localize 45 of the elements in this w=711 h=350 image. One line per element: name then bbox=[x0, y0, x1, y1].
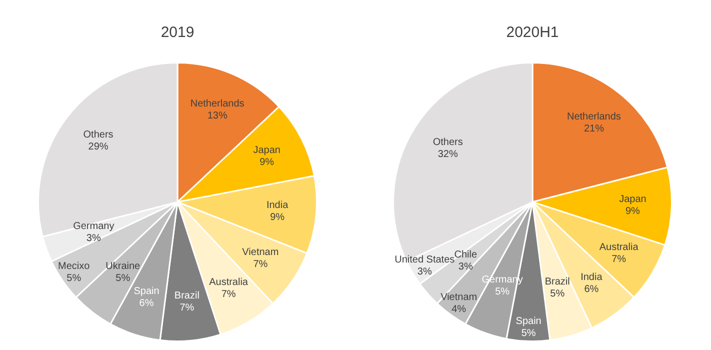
data-label: 5% bbox=[116, 273, 130, 284]
data-label: 9% bbox=[270, 212, 285, 224]
slice-label: India bbox=[266, 200, 289, 212]
data-label: 7% bbox=[221, 289, 236, 300]
slice-label: Mecixo bbox=[58, 261, 90, 272]
slice-label: India bbox=[580, 272, 603, 283]
slice-label: Others bbox=[83, 129, 114, 140]
data-label: 13% bbox=[207, 110, 228, 122]
data-label: 3% bbox=[86, 232, 101, 244]
slice-label: Australia bbox=[209, 277, 248, 288]
slice-label: Others bbox=[432, 137, 463, 148]
data-label: 6% bbox=[139, 298, 154, 310]
data-label: 3% bbox=[458, 262, 473, 273]
data-label: 5% bbox=[495, 286, 510, 298]
chart-title: 2019 bbox=[160, 24, 194, 42]
slice-label: Japan bbox=[619, 194, 646, 205]
slice-label: United States bbox=[394, 254, 455, 266]
slice-label: Australia bbox=[599, 242, 639, 253]
data-label: 3% bbox=[417, 266, 432, 278]
slice-label: Vietnam bbox=[440, 292, 478, 304]
data-label: 7% bbox=[180, 302, 194, 314]
data-label: 7% bbox=[612, 254, 626, 265]
data-label: 32% bbox=[438, 149, 458, 160]
slice-label: Netherlands bbox=[190, 98, 244, 110]
data-label: 5% bbox=[66, 273, 82, 284]
slice-label: Spain bbox=[516, 316, 542, 328]
data-label: 29% bbox=[88, 141, 108, 152]
slice-label: Vietnam bbox=[242, 247, 279, 258]
slice-label: Ukraine bbox=[106, 261, 141, 272]
slice-label: Brazil bbox=[544, 276, 570, 288]
slice-label: Brazil bbox=[174, 290, 200, 302]
chart-title: 2020H1 bbox=[506, 24, 559, 42]
slice-label: Netherlands bbox=[566, 112, 621, 123]
slice-label: Germany bbox=[73, 220, 114, 232]
data-label: 5% bbox=[550, 288, 565, 300]
data-label: 9% bbox=[260, 157, 274, 168]
data-label: 21% bbox=[584, 124, 604, 135]
slice-label: Spain bbox=[134, 286, 160, 298]
data-label: 9% bbox=[625, 206, 640, 217]
slice-label: Chile bbox=[454, 250, 478, 261]
data-label: 5% bbox=[521, 328, 536, 340]
slice-label: Japan bbox=[253, 145, 280, 156]
data-label: 6% bbox=[584, 284, 599, 295]
data-label: 4% bbox=[452, 304, 466, 316]
data-label: 7% bbox=[253, 259, 268, 270]
